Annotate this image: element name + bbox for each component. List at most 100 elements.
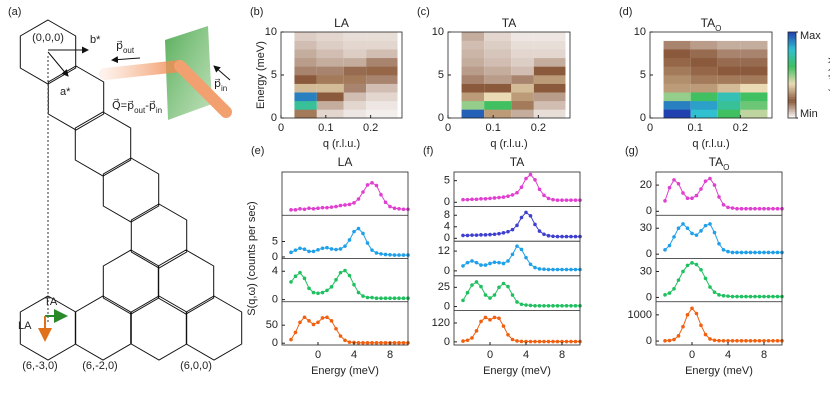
- data-point: [735, 250, 739, 255]
- chart-title: TA: [502, 16, 516, 30]
- data-point: [560, 303, 564, 308]
- label-part: out: [134, 106, 146, 115]
- heatmap-cell: [294, 32, 317, 41]
- data-point: [533, 222, 537, 227]
- x-tick-label: 0: [445, 122, 451, 134]
- fit-line: [664, 307, 782, 342]
- data-point: [546, 339, 551, 344]
- data-point: [564, 198, 569, 202]
- x-tick-label: 0.2: [531, 122, 546, 134]
- data-point: [528, 262, 533, 267]
- y-tick-label: 0: [272, 251, 278, 263]
- heatmap-cell: [294, 49, 317, 59]
- label-part: Q⃗=p⃗: [112, 98, 134, 112]
- heatmap-cell: [511, 49, 534, 59]
- x-tick-label: 0.1: [688, 122, 703, 134]
- heatmap-cell: [511, 75, 534, 84]
- data-point: [298, 270, 302, 275]
- data-point: [515, 190, 519, 195]
- colorbar-step: [788, 44, 796, 48]
- chart-title: TAO: [709, 155, 730, 171]
- data-point: [370, 181, 374, 185]
- data-point: [560, 234, 564, 239]
- data-point: [519, 215, 524, 220]
- data-point: [703, 223, 708, 228]
- data-point: [771, 339, 775, 343]
- data-point: [771, 250, 775, 255]
- data-point: [663, 339, 667, 343]
- heatmap-cell: [740, 32, 768, 41]
- panel-label: (b): [250, 6, 263, 18]
- data-point: [370, 295, 374, 300]
- data-point: [569, 267, 573, 272]
- panel-label: (g): [625, 145, 638, 157]
- data-point: [757, 294, 762, 299]
- data-point: [694, 311, 699, 316]
- lattice-diagram: (a) (0,0,0) b* a* p⃗out p⃗in Q⃗=p⃗out-p⃗…: [8, 6, 243, 372]
- heatmap-cell: [316, 49, 344, 59]
- heatmap-cell: [690, 75, 718, 84]
- colorbar-step: [788, 79, 796, 82]
- heatmap-cell: [717, 100, 741, 110]
- y-tick-label: 0: [444, 300, 450, 312]
- colorbar-step: [788, 107, 796, 110]
- data-point: [338, 203, 343, 208]
- data-point: [515, 244, 519, 248]
- heatmap-cell: [343, 32, 367, 41]
- x-axis-label: q (r.l.u.): [490, 138, 527, 150]
- data-point: [320, 316, 325, 320]
- data-point: [383, 296, 388, 301]
- data-point: [551, 303, 555, 308]
- colorbar-step: [788, 57, 796, 61]
- data-point: [316, 320, 320, 325]
- data-point: [488, 196, 492, 201]
- colorbar-step: [788, 75, 796, 78]
- b-star-label: b*: [90, 34, 101, 46]
- data-point: [533, 339, 537, 344]
- data-point: [739, 206, 744, 211]
- y-tick-label: 0: [646, 335, 652, 347]
- heatmap-cell: [484, 75, 512, 84]
- heatmap-cell: [316, 100, 344, 110]
- heatmap-cell: [740, 49, 768, 59]
- data-point: [546, 233, 551, 238]
- data-point: [352, 229, 356, 234]
- x-tick-label: 0: [647, 122, 653, 134]
- data-point: [551, 339, 555, 344]
- data-point: [663, 248, 667, 252]
- data-point: [365, 295, 370, 300]
- chart-title: TAO: [701, 16, 722, 32]
- data-point: [676, 278, 681, 282]
- x-tick-label: 0.2: [733, 122, 748, 134]
- data-point: [474, 197, 479, 202]
- heatmap-cell: [533, 32, 566, 41]
- data-point: [356, 341, 361, 345]
- heatmap-cell: [366, 92, 398, 102]
- data-point: [681, 191, 685, 195]
- data-point: [293, 274, 298, 279]
- data-point: [708, 222, 712, 226]
- data-point: [757, 339, 762, 343]
- data-point: [501, 231, 506, 235]
- data-point: [519, 247, 524, 252]
- hexagon: [47, 65, 105, 131]
- data-point: [343, 338, 347, 343]
- heatmap-cell: [740, 109, 768, 119]
- data-point: [717, 338, 721, 343]
- data-point: [401, 296, 406, 301]
- heatmap-cell: [366, 75, 398, 84]
- heatmap-cell: [717, 40, 741, 50]
- colorbar-step: [788, 105, 796, 108]
- data-point: [307, 319, 311, 323]
- data-point: [667, 185, 672, 190]
- x-tick-label: 0.1: [486, 122, 501, 134]
- heatmap-cell: [663, 83, 691, 93]
- data-point: [347, 340, 352, 344]
- colorbar-step: [788, 38, 796, 41]
- a-star-label: a*: [60, 86, 71, 98]
- data-point: [465, 197, 470, 202]
- data-point: [667, 338, 672, 343]
- data-point: [775, 294, 780, 299]
- data-point: [488, 318, 492, 322]
